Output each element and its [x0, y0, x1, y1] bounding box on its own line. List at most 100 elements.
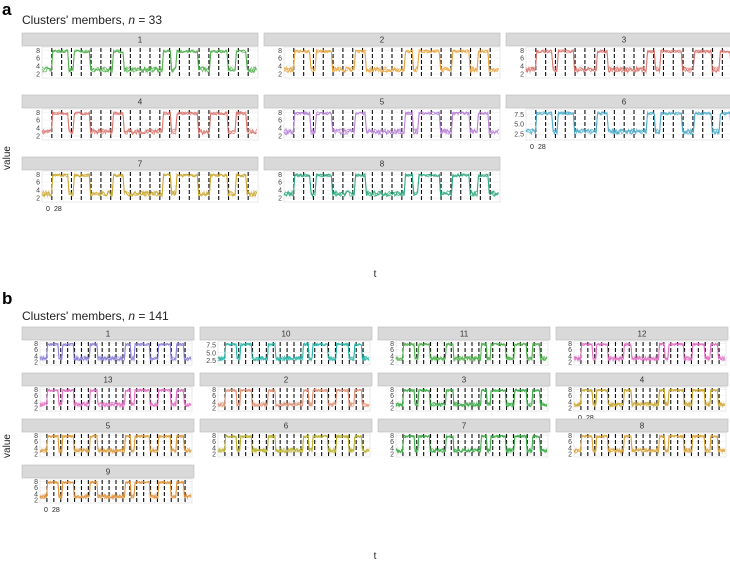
facet-strip-label: 6: [622, 98, 627, 107]
y-tick-label: 8: [390, 433, 394, 440]
y-tick-label: 2: [390, 452, 394, 459]
member-series-line: [217, 387, 370, 409]
y-tick-label: 2: [520, 72, 524, 79]
member-series-line: [39, 342, 192, 363]
y-tick-label: 2: [212, 406, 216, 413]
y-tick-label: 4: [390, 445, 394, 452]
x-tick-label: 0: [44, 507, 48, 514]
facet-strip: [377, 372, 551, 387]
y-tick-label: 6: [34, 485, 38, 492]
panel-a-title: Clusters' members, n = 33: [22, 13, 162, 27]
y-tick-label: 2: [36, 72, 40, 79]
y-tick-label: 8: [36, 172, 40, 179]
panel-b-title: Clusters' members, n = 141: [22, 309, 169, 323]
facet-strip: [555, 372, 729, 387]
y-tick-label: 8: [212, 433, 216, 440]
member-series-line: [283, 172, 499, 198]
y-tick-label: 2: [390, 406, 394, 413]
member-series-line: [395, 434, 548, 455]
y-tick-label: 6: [212, 439, 216, 446]
panel-a-title-n: n: [128, 13, 135, 27]
y-tick-label: 8: [34, 433, 38, 440]
panel-a-title-suffix: = 33: [135, 13, 162, 27]
x-tick-label: 0: [578, 415, 582, 422]
facet-strip-label: 7: [138, 160, 143, 169]
facet-strip-label: 6: [284, 422, 289, 431]
y-tick-label: 2: [568, 406, 572, 413]
facet-strip: [555, 418, 729, 433]
facet-strip: [199, 418, 373, 433]
x-tick-label: 28: [54, 206, 62, 213]
member-series-line: [41, 48, 257, 74]
panel-b-title-suffix: = 141: [135, 309, 169, 323]
member-series-line: [525, 48, 730, 75]
y-tick-label: 7.5: [514, 112, 524, 119]
y-tick-label: 4: [568, 353, 572, 360]
panel-b-title-prefix: Clusters' members,: [22, 309, 128, 323]
y-tick-label: 4: [568, 399, 572, 406]
y-tick-label: 2: [34, 406, 38, 413]
facet-strip-label: 3: [462, 376, 467, 385]
facet-strip-label: 1: [138, 36, 143, 45]
facet-strip-label: 2: [284, 376, 289, 385]
facet-strip: [505, 32, 730, 47]
y-tick-label: 2: [34, 360, 38, 367]
member-series-line: [525, 110, 730, 136]
y-tick-label: 8: [520, 48, 524, 55]
x-tick-label: 0: [530, 144, 534, 151]
facet-strip: [555, 326, 729, 341]
facet-strip-label: 13: [104, 376, 113, 385]
facet-strip: [263, 32, 501, 47]
y-tick-label: 6: [36, 180, 40, 187]
y-tick-label: 2.5: [206, 358, 216, 365]
member-series-line: [217, 342, 370, 363]
facet-strip-label: 5: [106, 422, 111, 431]
y-tick-label: 5.0: [514, 122, 524, 129]
facet-strip-label: 7: [462, 422, 467, 431]
y-tick-label: 8: [568, 433, 572, 440]
y-tick-label: 2: [390, 360, 394, 367]
facet-strip-label: 8: [640, 422, 645, 431]
y-tick-label: 8: [390, 341, 394, 348]
y-tick-label: 2: [34, 452, 38, 459]
facet-strip-label: 11: [460, 330, 469, 339]
member-series-line: [395, 342, 548, 363]
member-series-line: [41, 110, 257, 136]
facet-plot-area: [525, 108, 730, 141]
y-tick-label: 4: [34, 491, 38, 498]
member-series-line: [573, 342, 726, 362]
facet-strip: [505, 94, 730, 109]
y-tick-label: 4: [34, 399, 38, 406]
y-tick-label: 6: [34, 347, 38, 354]
y-tick-label: 5.0: [206, 350, 216, 357]
facet-1-10: 10 2.55.07.5: [199, 326, 373, 366]
member-series-line: [39, 433, 192, 455]
panel-b-letter: b: [2, 289, 12, 308]
y-tick-label: 6: [568, 439, 572, 446]
y-tick-label: 4: [212, 399, 216, 406]
member-series-line: [41, 172, 257, 198]
y-tick-label: 8: [568, 387, 572, 394]
y-tick-label: 6: [520, 56, 524, 63]
facet-strip-label: 1: [106, 330, 111, 339]
y-tick-label: 4: [520, 64, 524, 71]
y-tick-label: 2: [568, 360, 572, 367]
facet-strip: [21, 156, 259, 171]
panel-b-title-n: n: [128, 309, 135, 323]
y-tick-label: 6: [34, 393, 38, 400]
